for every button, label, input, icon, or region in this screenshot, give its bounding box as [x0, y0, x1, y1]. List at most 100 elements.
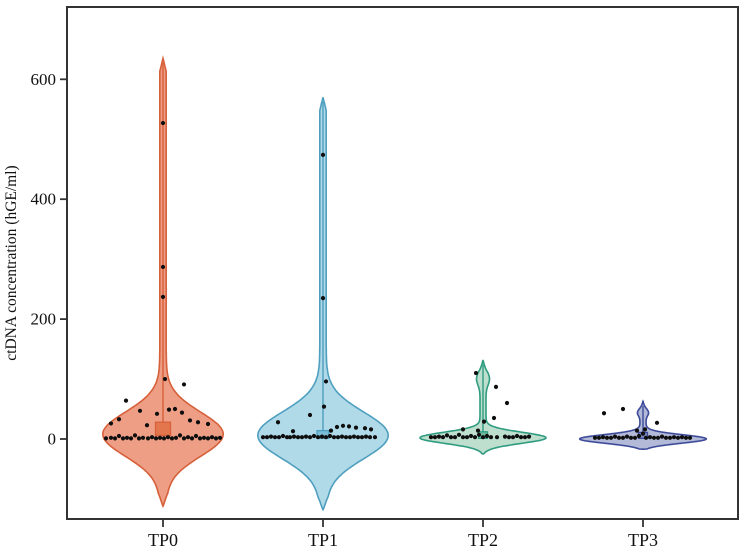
data-point — [145, 436, 151, 441]
data-point — [181, 436, 187, 441]
data-point — [328, 428, 334, 433]
x-tick-label: TP0 — [148, 530, 178, 550]
data-point — [472, 435, 478, 440]
data-point — [484, 433, 490, 439]
data-point — [468, 433, 474, 439]
data-point — [157, 435, 163, 440]
data-point — [654, 420, 660, 425]
data-point — [209, 435, 215, 440]
data-point — [347, 435, 353, 440]
data-point — [502, 434, 508, 439]
data-point — [319, 434, 325, 439]
y-tick-label: 0 — [48, 430, 57, 449]
data-point — [353, 425, 359, 430]
x-tick-label: TP1 — [308, 530, 338, 550]
data-point — [436, 434, 442, 439]
data-point — [514, 433, 520, 439]
data-point — [363, 434, 369, 439]
data-point — [355, 435, 361, 440]
data-point — [260, 435, 266, 440]
x-tick-label: TP2 — [468, 530, 498, 550]
data-point — [675, 435, 681, 440]
data-point — [311, 433, 317, 439]
data-point — [616, 435, 622, 440]
data-point — [177, 433, 183, 438]
data-point — [272, 435, 278, 440]
data-point — [187, 418, 193, 423]
data-point — [604, 435, 610, 440]
data-point — [659, 434, 665, 439]
data-point — [506, 435, 512, 440]
data-point — [299, 435, 305, 440]
data-points-tp1 — [260, 152, 378, 440]
data-point — [153, 436, 159, 441]
plot-frame — [66, 6, 739, 520]
data-point — [368, 427, 374, 432]
data-point — [213, 436, 219, 441]
data-point — [493, 384, 499, 389]
data-point — [268, 434, 274, 439]
data-point — [510, 435, 516, 440]
data-point — [179, 410, 185, 415]
data-point — [642, 427, 648, 432]
data-point — [651, 435, 657, 440]
data-point — [475, 428, 481, 433]
data-point — [276, 435, 282, 440]
data-point — [217, 435, 223, 440]
data-point — [518, 435, 524, 440]
data-point — [128, 436, 134, 441]
data-points-tp0 — [103, 120, 223, 441]
data-point — [456, 432, 462, 437]
y-axis: 0 200 400 600 — [31, 70, 67, 449]
data-point — [149, 435, 155, 440]
data-point — [476, 432, 482, 437]
data-point — [124, 435, 130, 440]
data-point — [679, 435, 685, 440]
data-point — [189, 436, 195, 441]
data-point — [683, 435, 689, 440]
y-tick-label: 600 — [31, 70, 57, 89]
data-point — [280, 433, 286, 439]
data-point — [275, 420, 281, 425]
data-point — [346, 424, 352, 429]
data-point — [140, 435, 146, 440]
data-points-tp3 — [592, 406, 693, 440]
data-point — [160, 294, 166, 300]
data-point — [464, 435, 470, 440]
data-point — [432, 435, 438, 440]
data-point — [600, 435, 606, 440]
data-point — [291, 434, 297, 439]
data-point — [460, 435, 466, 440]
data-point — [108, 435, 114, 440]
data-point — [620, 406, 626, 412]
data-point — [632, 435, 638, 440]
data-point — [136, 436, 142, 441]
data-point — [655, 435, 661, 440]
data-point — [205, 436, 211, 441]
data-point — [339, 434, 345, 439]
data-point — [647, 435, 653, 440]
data-point — [687, 435, 693, 440]
data-points-tp2 — [428, 370, 532, 440]
data-point — [452, 435, 458, 440]
data-point — [116, 417, 122, 422]
data-point — [165, 435, 171, 440]
data-point — [287, 435, 293, 440]
data-point — [624, 434, 630, 439]
data-point — [331, 435, 337, 440]
data-point — [197, 436, 203, 441]
data-point — [663, 435, 669, 440]
data-point — [193, 433, 199, 439]
data-point — [307, 435, 313, 440]
violin-group-tp1 — [256, 97, 390, 512]
data-point — [162, 376, 168, 382]
data-point — [169, 436, 175, 441]
data-point — [504, 400, 510, 406]
data-point — [327, 433, 333, 439]
data-point — [195, 420, 201, 425]
data-point — [335, 435, 341, 440]
data-point — [116, 433, 122, 439]
data-point — [181, 382, 187, 387]
data-point — [367, 435, 373, 440]
data-point — [334, 424, 340, 430]
